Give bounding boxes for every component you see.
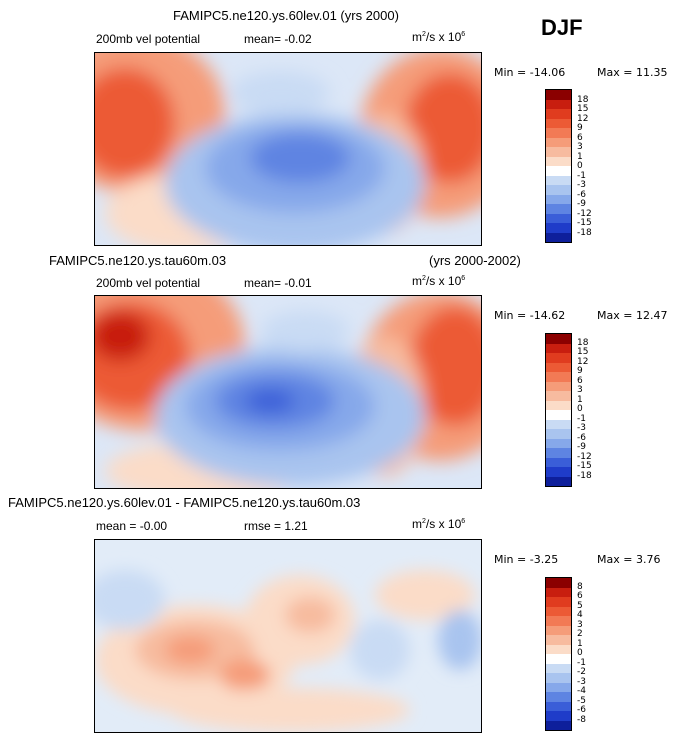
panel3-colorbar (545, 577, 572, 731)
panel3-tick: -6 (577, 705, 586, 715)
panel3-min: Min = -3.25 (494, 553, 559, 566)
panel3-max: Max = 3.76 (597, 553, 661, 566)
panel1-tick: -3 (577, 180, 586, 190)
panel1-tick: 3 (577, 142, 583, 152)
panel2-colorbar (545, 333, 572, 487)
panel1-map (94, 52, 482, 246)
panel3-tick: 0 (577, 648, 583, 658)
panel3-tick: -2 (577, 667, 586, 677)
panel2-tick: -9 (577, 442, 586, 452)
panel1-tick: -15 (577, 218, 592, 228)
panel1-max: Max = 11.35 (597, 66, 668, 79)
panel1-tick: 9 (577, 123, 583, 133)
panel1-tick: -1 (577, 171, 586, 181)
panel3-tick: 2 (577, 629, 583, 639)
panel2-tick: 9 (577, 366, 583, 376)
panel1-tick: 1 (577, 152, 583, 162)
panel1-field-label: 200mb vel potential (96, 32, 201, 46)
panel2-tick: 12 (577, 357, 589, 367)
panel3-tick: -4 (577, 686, 586, 696)
panel2-tick: -12 (577, 452, 592, 462)
panel2-tick: 3 (577, 385, 583, 395)
season-label: DJF (541, 15, 583, 40)
panel2-tick: 0 (577, 404, 583, 414)
panel1-tick: -9 (577, 199, 586, 209)
panel3-tick: 6 (577, 591, 583, 601)
panel2-tick: 18 (577, 338, 589, 348)
panel1-tick: 0 (577, 161, 583, 171)
panel2-tick: 6 (577, 376, 583, 386)
panel3-tick: 4 (577, 610, 583, 620)
panel2-tick: -6 (577, 433, 586, 443)
panel3-tick: -1 (577, 658, 586, 668)
panel2-max: Max = 12.47 (597, 309, 668, 322)
panel2-title: FAMIPC5.ne120.ys.tau60m.03 (49, 253, 227, 268)
panel3-tick: 1 (577, 639, 583, 649)
panel1-units: m2/s x 106 (412, 30, 466, 44)
panel2-mean: mean= -0.01 (244, 276, 312, 290)
panel2-field-label: 200mb vel potential (96, 276, 201, 290)
panel3-tick: 5 (577, 601, 583, 611)
panel3-units: m2/s x 106 (412, 517, 466, 531)
panel2-tick: -15 (577, 461, 592, 471)
panel2-tick: -18 (577, 471, 592, 481)
panel1-min: Min = -14.06 (494, 66, 566, 79)
panel3-map (94, 539, 482, 733)
panel2-tick: -1 (577, 414, 586, 424)
panel1-tick: 15 (577, 104, 589, 114)
panel2-tick: 15 (577, 347, 589, 357)
panel1-tick: 18 (577, 95, 589, 105)
panel1-tick: -12 (577, 209, 592, 219)
panel2-map (94, 295, 482, 489)
panel3-mean: mean = -0.00 (96, 519, 168, 533)
panel2-years: (yrs 2000-2002) (429, 253, 521, 268)
panel3-tick: 8 (577, 582, 583, 592)
panel3-tick: 3 (577, 620, 583, 630)
panel2-units: m2/s x 106 (412, 274, 466, 288)
panel1-tick: 12 (577, 114, 589, 124)
panel1-tick: 6 (577, 133, 583, 143)
panel1-mean: mean= -0.02 (244, 32, 312, 46)
panel2-tick: 1 (577, 395, 583, 405)
panel3-tick: -3 (577, 677, 586, 687)
panel1-tick: -6 (577, 190, 586, 200)
panel2-tick: -3 (577, 423, 586, 433)
panel3-title: FAMIPC5.ne120.ys.60lev.01 - FAMIPC5.ne12… (8, 495, 361, 510)
panel2-min: Min = -14.62 (494, 309, 566, 322)
panel3-tick: -8 (577, 715, 586, 725)
panel1-colorbar (545, 89, 572, 243)
panel3-tick: -5 (577, 696, 586, 706)
panel1-title: FAMIPC5.ne120.ys.60lev.01 (yrs 2000) (173, 8, 399, 23)
panel3-rmse: rmse = 1.21 (244, 519, 308, 533)
panel1-tick: -18 (577, 228, 592, 238)
